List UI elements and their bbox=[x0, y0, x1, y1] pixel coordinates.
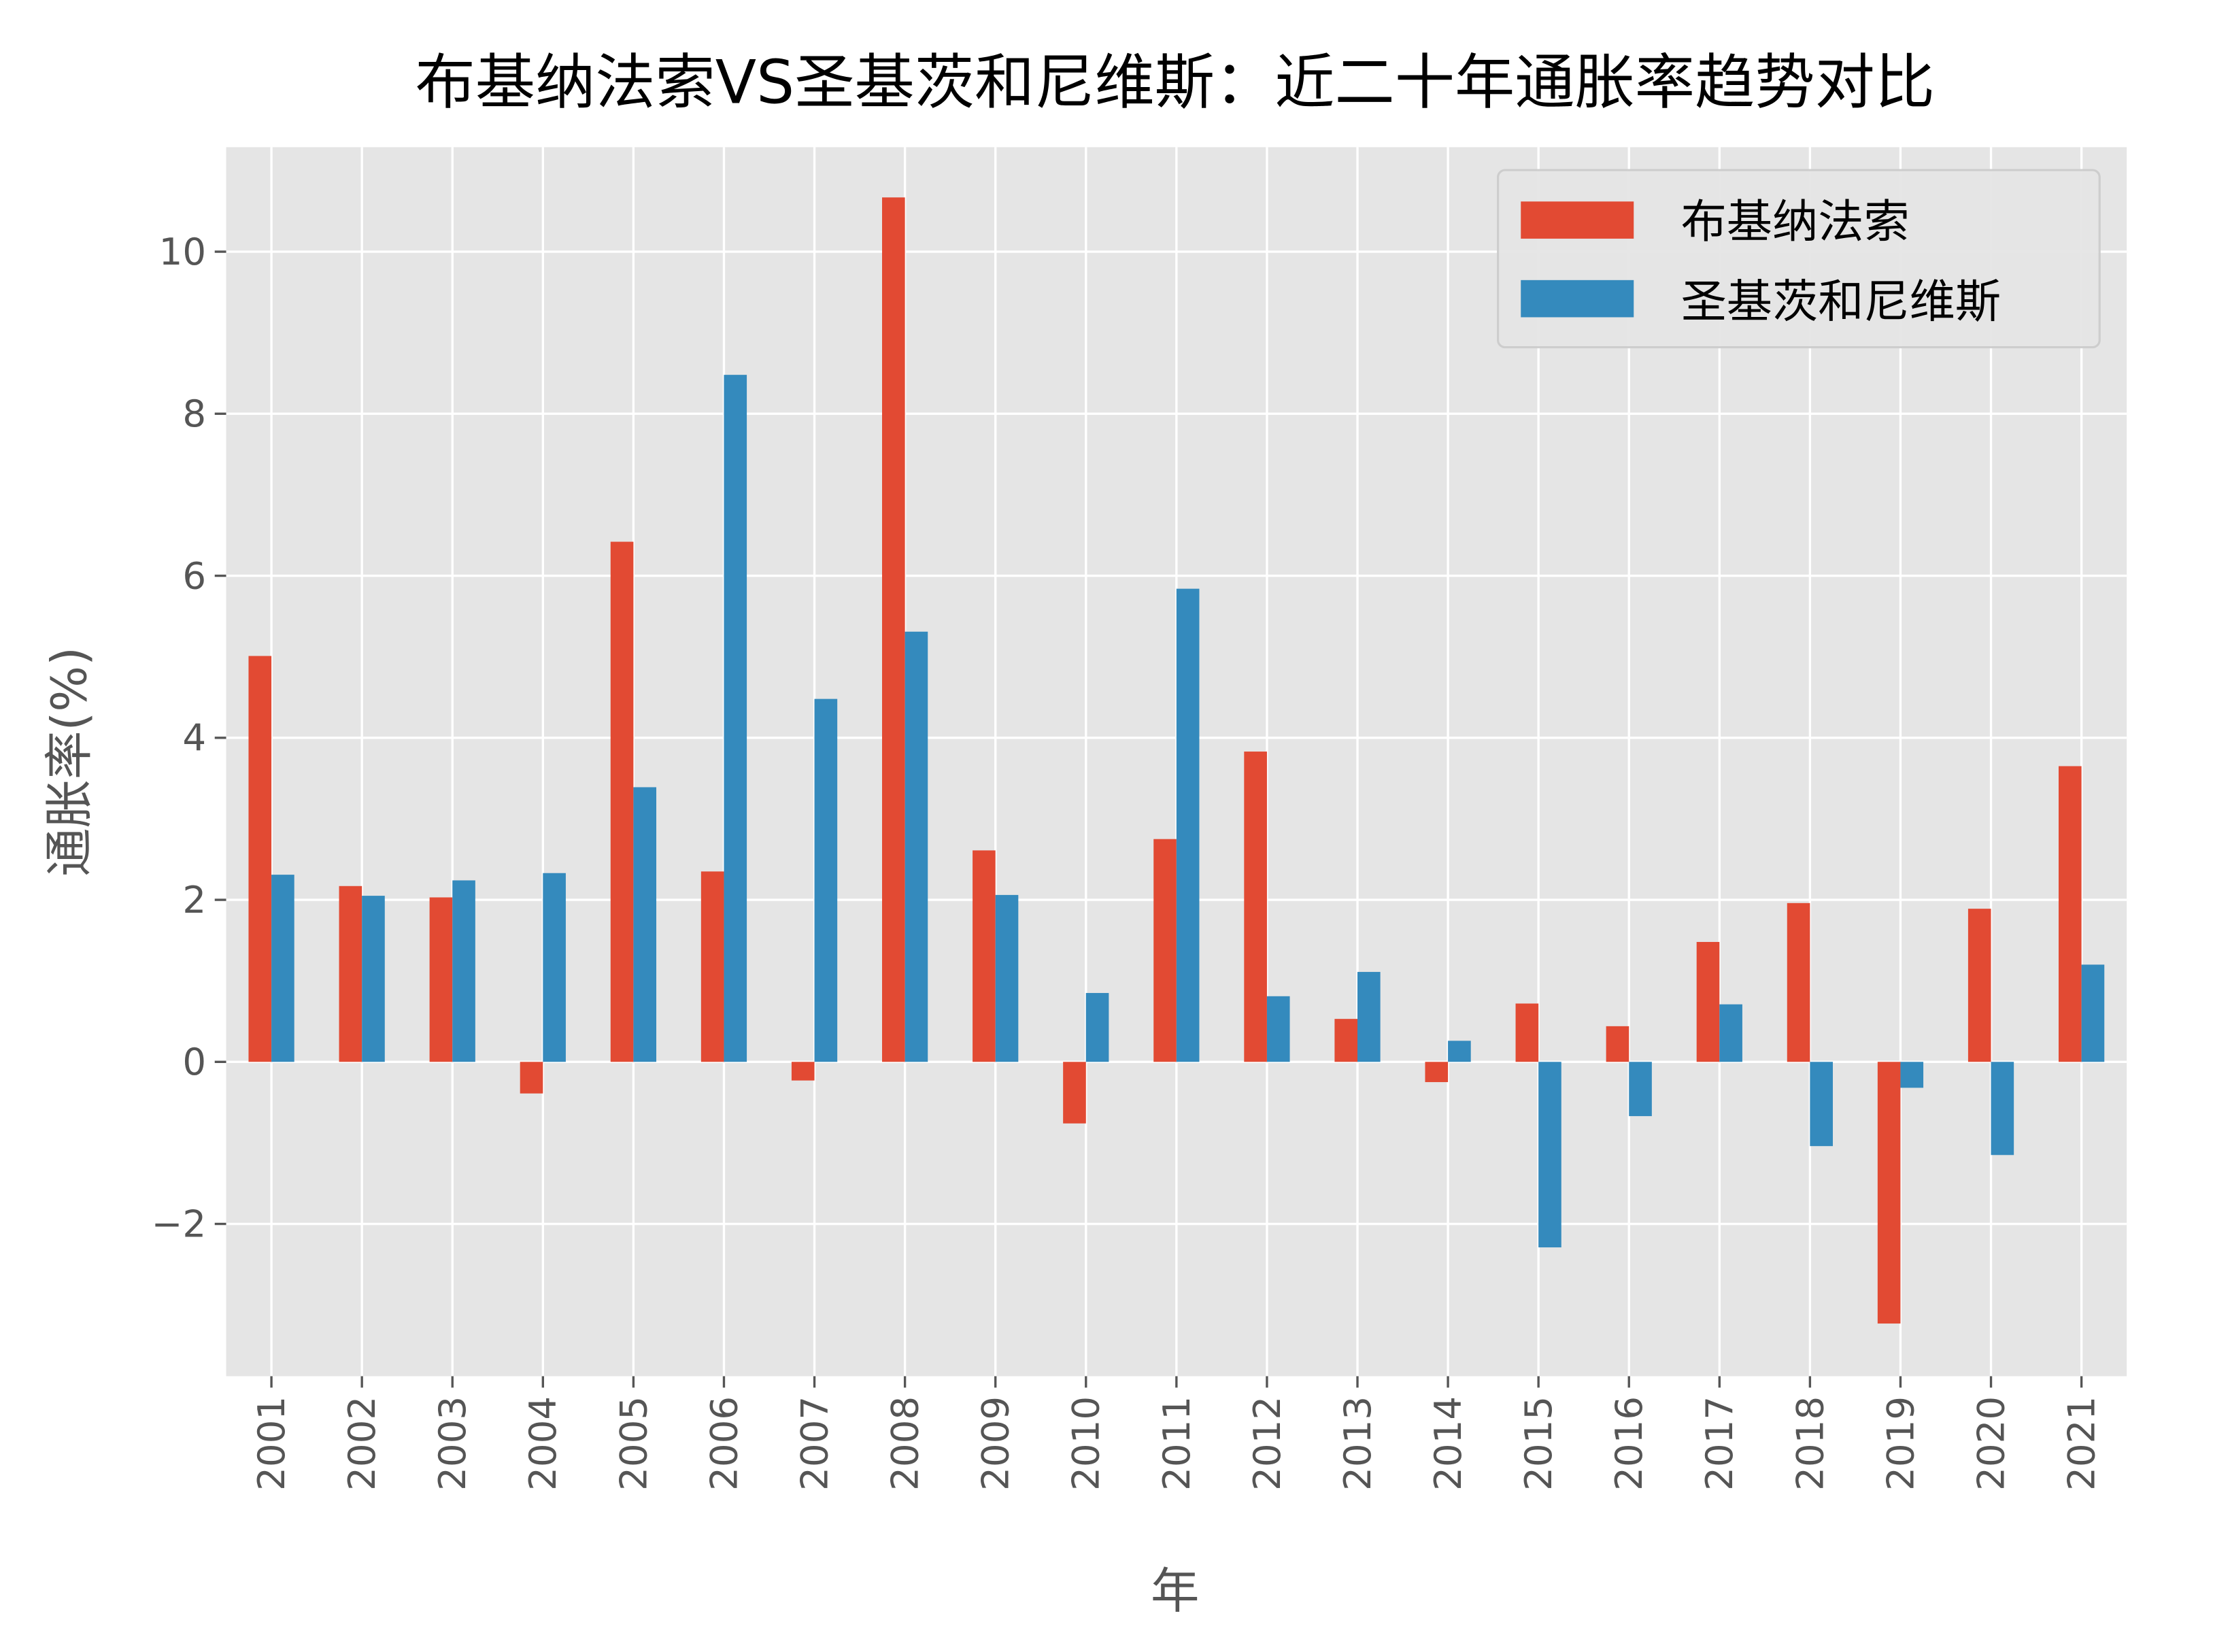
x-tick-label: 2016 bbox=[1607, 1396, 1651, 1491]
bar-saint-kitts-nevis bbox=[543, 873, 566, 1062]
x-tick-label: 2009 bbox=[974, 1396, 1017, 1491]
bar-burkina-faso bbox=[1244, 752, 1267, 1062]
bar-saint-kitts-nevis bbox=[633, 787, 657, 1062]
bar-saint-kitts-nevis bbox=[1266, 996, 1290, 1062]
bar-burkina-faso bbox=[1606, 1026, 1629, 1062]
y-tick-label: 6 bbox=[182, 554, 206, 597]
bar-saint-kitts-nevis bbox=[1085, 993, 1109, 1062]
legend-swatch-burkina-faso bbox=[1521, 201, 1634, 239]
x-tick-label: 2014 bbox=[1426, 1396, 1470, 1491]
bar-saint-kitts-nevis bbox=[1176, 588, 1200, 1062]
y-tick-label: 10 bbox=[159, 230, 207, 273]
y-tick-label: 2 bbox=[182, 878, 206, 922]
bar-saint-kitts-nevis bbox=[814, 698, 838, 1062]
x-tick-label: 2004 bbox=[521, 1396, 564, 1491]
bar-saint-kitts-nevis bbox=[1810, 1062, 1834, 1147]
bar-saint-kitts-nevis bbox=[905, 631, 928, 1062]
legend-label-burkina-faso: 布基纳法索 bbox=[1681, 195, 1910, 248]
bar-burkina-faso bbox=[1063, 1062, 1086, 1124]
bar-saint-kitts-nevis bbox=[362, 896, 385, 1062]
y-axis-label: 通胀率(%) bbox=[41, 647, 98, 877]
x-tick-label: 2010 bbox=[1064, 1396, 1108, 1491]
bar-burkina-faso bbox=[1967, 909, 1991, 1062]
y-tick-label: 4 bbox=[182, 716, 206, 760]
x-tick-label: 2015 bbox=[1517, 1396, 1560, 1491]
bar-burkina-faso bbox=[791, 1062, 815, 1081]
bar-burkina-faso bbox=[610, 541, 634, 1062]
y-tick-label: 0 bbox=[182, 1040, 206, 1083]
x-tick-label: 2008 bbox=[883, 1396, 927, 1491]
bar-burkina-faso bbox=[2058, 766, 2082, 1062]
bar-burkina-faso bbox=[1696, 941, 1720, 1062]
x-tick-label: 2019 bbox=[1878, 1396, 1922, 1491]
x-axis-label: 年 bbox=[1151, 1563, 1199, 1619]
x-tick-label: 2013 bbox=[1336, 1396, 1379, 1491]
bar-saint-kitts-nevis bbox=[1357, 972, 1381, 1062]
bar-burkina-faso bbox=[339, 886, 362, 1062]
bar-burkina-faso bbox=[1425, 1062, 1449, 1083]
bar-saint-kitts-nevis bbox=[1900, 1062, 1924, 1088]
x-tick-label: 2001 bbox=[250, 1396, 293, 1491]
bar-burkina-faso bbox=[1334, 1019, 1358, 1062]
bar-saint-kitts-nevis bbox=[1719, 1004, 1742, 1062]
x-tick-label: 2021 bbox=[2060, 1396, 2104, 1491]
bar-saint-kitts-nevis bbox=[1991, 1062, 2014, 1156]
bar-burkina-faso bbox=[973, 850, 996, 1062]
x-tick-label: 2018 bbox=[1788, 1396, 1831, 1491]
bar-burkina-faso bbox=[1787, 903, 1810, 1062]
x-tick-label: 2007 bbox=[792, 1396, 836, 1491]
bar-burkina-faso bbox=[700, 871, 724, 1062]
y-tick-label: 8 bbox=[182, 392, 206, 435]
bar-saint-kitts-nevis bbox=[1448, 1041, 1471, 1062]
x-tick-label: 2020 bbox=[1969, 1396, 2012, 1491]
legend-swatch-saint-kitts-nevis bbox=[1521, 280, 1634, 318]
x-tick-label: 2003 bbox=[430, 1396, 474, 1491]
bar-saint-kitts-nevis bbox=[452, 880, 475, 1062]
bar-saint-kitts-nevis bbox=[995, 894, 1019, 1062]
legend: 布基纳法索 圣基茨和尼维斯 bbox=[1497, 169, 2101, 349]
x-tick-label: 2011 bbox=[1155, 1396, 1198, 1491]
bar-burkina-faso bbox=[882, 197, 905, 1062]
bar-saint-kitts-nevis bbox=[1538, 1062, 1561, 1248]
bar-saint-kitts-nevis bbox=[271, 875, 294, 1062]
x-tick-label: 2002 bbox=[340, 1396, 384, 1491]
bar-burkina-faso bbox=[429, 897, 453, 1062]
bar-burkina-faso bbox=[520, 1062, 543, 1094]
bar-burkina-faso bbox=[248, 656, 272, 1062]
x-tick-label: 2017 bbox=[1697, 1396, 1741, 1491]
x-tick-label: 2005 bbox=[611, 1396, 655, 1491]
bar-burkina-faso bbox=[1515, 1003, 1539, 1062]
x-tick-label: 2006 bbox=[702, 1396, 745, 1491]
legend-label-saint-kitts-nevis: 圣基茨和尼维斯 bbox=[1681, 275, 2001, 328]
x-tick-label: 2012 bbox=[1245, 1396, 1289, 1491]
chart-title: 布基纳法索VS圣基茨和尼维斯：近二十年通胀率趋势对比 bbox=[416, 47, 1935, 117]
bar-saint-kitts-nevis bbox=[1629, 1062, 1652, 1117]
y-tick-label: −2 bbox=[152, 1202, 207, 1245]
bar-burkina-faso bbox=[1153, 839, 1177, 1062]
bar-saint-kitts-nevis bbox=[2081, 964, 2105, 1062]
bar-saint-kitts-nevis bbox=[724, 375, 747, 1062]
bar-burkina-faso bbox=[1877, 1062, 1901, 1324]
